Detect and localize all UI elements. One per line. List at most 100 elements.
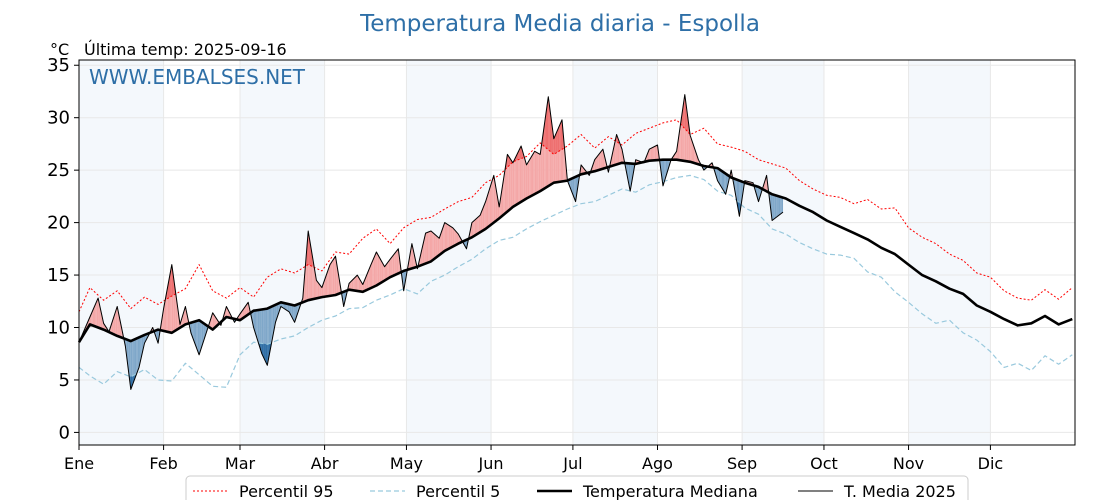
fill-below-median <box>134 338 137 379</box>
fill-below-median <box>291 304 294 320</box>
fill-below-median <box>780 196 782 215</box>
fill-above-median <box>242 308 245 319</box>
fill-below-median <box>773 194 775 220</box>
fill-above-median <box>164 293 167 332</box>
fill-above-median <box>376 251 378 286</box>
fill-above-median <box>478 215 481 234</box>
fill-above-median <box>94 304 96 327</box>
fill-above-median <box>692 143 695 164</box>
fill-below-median <box>192 321 194 341</box>
fill-above-median <box>245 304 247 317</box>
fill-above-median <box>437 237 440 257</box>
fill-above-p95 <box>559 122 561 152</box>
fill-below-median <box>194 321 197 348</box>
fill-below-median <box>197 320 200 355</box>
fill-above-median <box>477 216 479 234</box>
fill-above-median <box>368 267 370 290</box>
fill-above-median <box>690 135 692 163</box>
fill-above-median <box>597 154 599 171</box>
fill-above-median <box>377 254 380 285</box>
fill-below-median <box>290 304 292 318</box>
fill-above-median <box>319 283 321 298</box>
fill-above-median <box>516 151 519 205</box>
fill-above-median <box>512 160 515 207</box>
fill-above-median <box>446 223 448 251</box>
fill-below-median <box>136 337 138 375</box>
fill-above-median <box>450 226 452 248</box>
fill-below-median <box>572 177 575 199</box>
fill-above-median <box>529 158 531 198</box>
fill-above-median <box>456 232 459 245</box>
fill-above-median <box>396 248 399 275</box>
month-band <box>908 60 991 445</box>
fill-above-median <box>320 285 322 298</box>
fill-above-median <box>426 232 429 263</box>
fill-above-median <box>476 217 478 235</box>
fill-above-median <box>365 274 367 291</box>
fill-above-median <box>335 256 337 295</box>
fill-above-median <box>504 163 507 214</box>
fill-below-median <box>252 310 254 328</box>
fill-below-median <box>776 195 778 218</box>
x-tick-label: Mar <box>225 454 256 473</box>
x-tick-label: Oct <box>810 454 838 473</box>
fill-above-median <box>523 155 526 201</box>
fill-above-median <box>534 151 537 195</box>
fill-above-median <box>519 146 522 203</box>
fill-above-median <box>354 276 356 291</box>
x-tick-label: Jul <box>562 454 582 473</box>
fill-above-median <box>650 147 653 161</box>
fill-above-median <box>540 144 542 192</box>
fill-below-median <box>735 179 737 201</box>
x-tick-label: Dic <box>978 454 1004 473</box>
fill-above-median <box>598 152 601 170</box>
fill-below-median <box>139 336 141 368</box>
fill-above-median <box>360 279 362 292</box>
fill-below-median <box>287 303 290 312</box>
fill-above-median <box>492 175 494 224</box>
fill-below-median <box>126 339 129 368</box>
fill-above-median <box>653 146 655 161</box>
fill-above-median <box>332 258 335 296</box>
legend-item-p5-label: Percentil 5 <box>416 482 500 500</box>
plot-frame <box>78 59 1076 446</box>
fill-below-median <box>256 310 258 341</box>
fill-above-median <box>381 261 384 283</box>
fill-below-median <box>137 337 140 372</box>
fill-above-median <box>447 224 449 250</box>
fill-above-median <box>370 261 373 289</box>
fill-below-median <box>720 169 722 188</box>
fill-below-median <box>627 163 629 185</box>
fill-above-median <box>601 149 603 170</box>
fill-above-median <box>238 313 240 321</box>
fill-below-median <box>271 306 273 344</box>
fill-below-median <box>297 303 299 315</box>
grid-lines <box>78 60 1075 445</box>
fill-above-median <box>538 153 541 192</box>
fill-above-median <box>379 256 381 284</box>
fill-above-median <box>388 259 391 278</box>
fill-above-median <box>162 308 164 331</box>
fill-above-median <box>441 226 444 254</box>
month-bands <box>79 60 991 445</box>
fill-below-median <box>778 196 781 216</box>
fill-below-p5 <box>263 343 265 360</box>
fill-below-median <box>716 167 718 181</box>
fill-above-median <box>209 317 212 329</box>
watermark: WWW.EMBALSES.NET <box>89 65 306 89</box>
fill-below-median <box>257 309 260 345</box>
fill-above-median <box>358 277 361 292</box>
fill-above-median <box>98 298 100 329</box>
month-band <box>406 60 492 445</box>
fill-above-median <box>424 233 426 265</box>
fill-above-median <box>480 211 482 233</box>
fill-below-median <box>772 194 774 221</box>
fill-above-median <box>484 201 486 230</box>
fill-below-median <box>285 303 287 311</box>
fill-above-median <box>617 138 620 165</box>
fill-above-median <box>431 230 433 262</box>
fill-above-median <box>357 275 359 292</box>
fill-below-median <box>343 291 346 307</box>
fill-above-median <box>244 306 246 318</box>
